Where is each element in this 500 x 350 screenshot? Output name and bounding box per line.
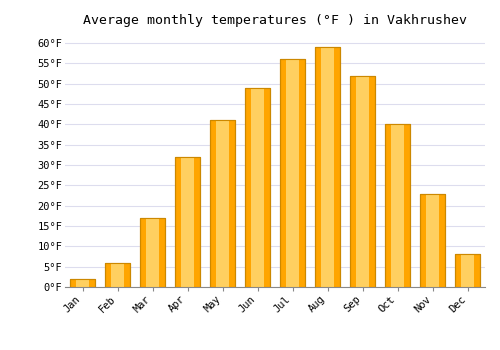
Bar xyxy=(385,124,410,287)
Bar xyxy=(76,279,88,287)
Bar xyxy=(105,262,130,287)
Bar xyxy=(462,254,473,287)
Title: Average monthly temperatures (°F ) in Vakhrushev: Average monthly temperatures (°F ) in Va… xyxy=(83,14,467,27)
Bar xyxy=(210,120,235,287)
Bar xyxy=(426,194,438,287)
Bar xyxy=(280,60,305,287)
Bar xyxy=(140,218,165,287)
Bar xyxy=(176,157,200,287)
Bar xyxy=(210,120,235,287)
Bar xyxy=(245,88,270,287)
Bar xyxy=(146,218,158,287)
Bar xyxy=(280,60,305,287)
Bar xyxy=(70,279,95,287)
Bar xyxy=(182,157,194,287)
Bar xyxy=(350,76,375,287)
Bar xyxy=(350,76,375,287)
Bar xyxy=(70,279,95,287)
Bar xyxy=(420,194,445,287)
Bar xyxy=(245,88,270,287)
Bar xyxy=(392,124,404,287)
Bar xyxy=(316,47,340,287)
Bar xyxy=(216,120,228,287)
Bar xyxy=(176,157,200,287)
Bar xyxy=(112,262,124,287)
Bar xyxy=(322,47,334,287)
Bar xyxy=(316,47,340,287)
Bar xyxy=(455,254,480,287)
Bar xyxy=(385,124,410,287)
Bar xyxy=(252,88,264,287)
Bar xyxy=(455,254,480,287)
Bar xyxy=(356,76,368,287)
Bar xyxy=(140,218,165,287)
Bar xyxy=(420,194,445,287)
Bar xyxy=(105,262,130,287)
Bar xyxy=(286,60,298,287)
